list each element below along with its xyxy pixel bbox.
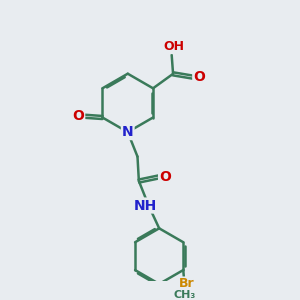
Text: O: O — [159, 170, 171, 184]
Text: CH₃: CH₃ — [173, 290, 196, 299]
Text: Br: Br — [179, 278, 195, 290]
Text: NH: NH — [134, 199, 158, 212]
Text: O: O — [193, 70, 205, 84]
Text: O: O — [72, 109, 84, 123]
Text: N: N — [122, 125, 134, 139]
Text: OH: OH — [164, 40, 184, 53]
